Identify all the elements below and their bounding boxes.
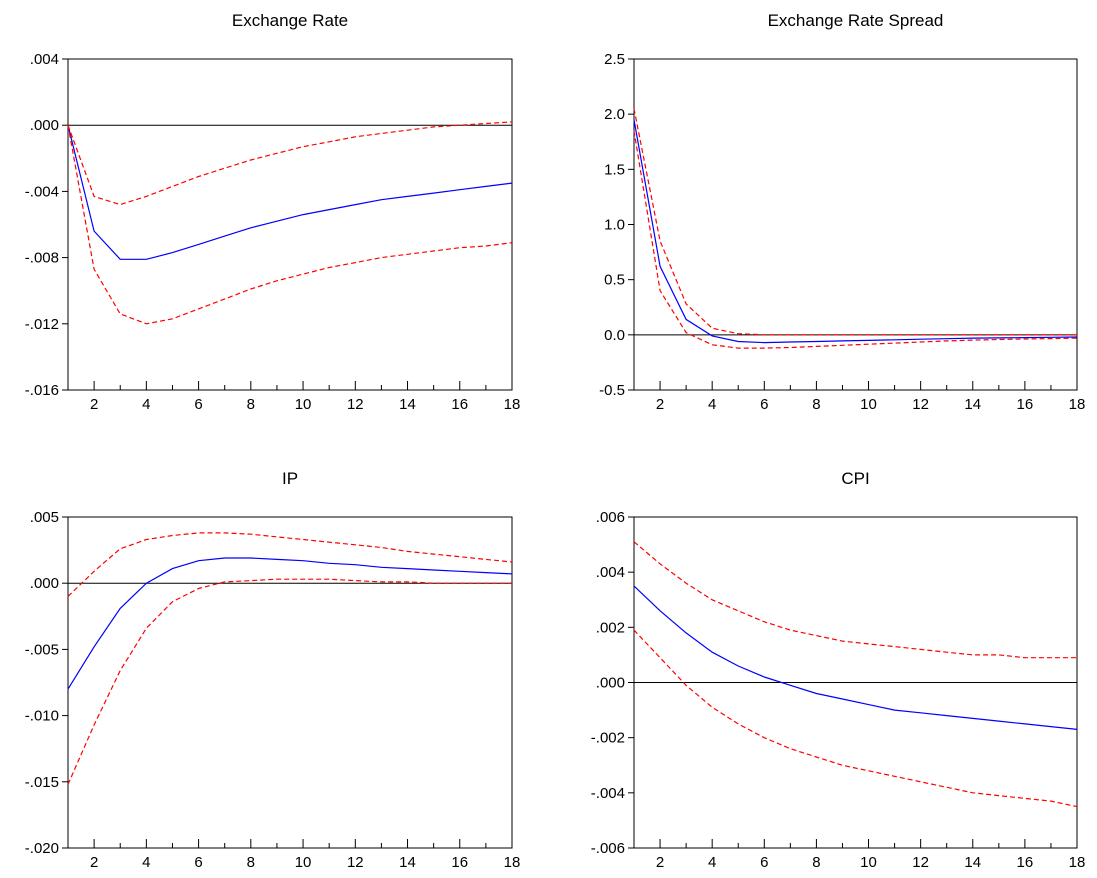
y-tick-label: .000 [30, 575, 59, 592]
x-tick-label: 2 [90, 854, 98, 871]
y-tick-label: -.016 [25, 382, 59, 399]
chart-panel-4: CPI .006 .004 .002 .000 -.002 -.004 -.006 2 4 6 8 10… [591, 469, 1086, 871]
confidence-band-lower [67, 125, 513, 325]
y-tick-label: -0.5 [599, 382, 625, 399]
x-tick-label: 18 [1069, 854, 1086, 871]
y-tick-label: .002 [596, 619, 625, 636]
y-tick-label: 1.5 [604, 161, 625, 178]
confidence-band-upper [633, 108, 1077, 336]
x-tick-label: 16 [1017, 396, 1034, 413]
y-tick-label: 2.0 [604, 106, 625, 123]
chart-title: Exchange Rate [232, 11, 348, 30]
confidence-band-upper [67, 532, 513, 597]
y-tick-label: .004 [30, 51, 59, 68]
x-tick-label: 8 [812, 396, 820, 413]
chart-panel-1: Exchange Rate .004 .000 -.004 -.008 -.012 -.01… [25, 11, 521, 413]
x-tick-label: 6 [760, 854, 768, 871]
x-tick-label: 16 [1017, 854, 1034, 871]
response-line [67, 125, 513, 260]
x-tick-label: 14 [399, 396, 416, 413]
x-tick-label: 2 [656, 396, 664, 413]
chart-title: IP [282, 469, 298, 488]
confidence-band-lower [67, 578, 512, 785]
x-tick-label: 4 [708, 396, 716, 413]
confidence-band-lower [633, 130, 1078, 349]
response-line [633, 119, 1078, 344]
plot-frame [67, 58, 513, 391]
response-line [633, 585, 1078, 730]
x-tick-label: 6 [194, 396, 202, 413]
y-tick-label: 0.5 [604, 272, 625, 289]
x-tick-label: 16 [451, 396, 468, 413]
x-tick-label: 2 [656, 854, 664, 871]
x-tick-label: 14 [964, 396, 981, 413]
chart-title: Exchange Rate Spread [768, 11, 944, 30]
y-tick-label: .006 [596, 509, 625, 526]
x-tick-label: 6 [194, 854, 202, 871]
x-tick-label: 10 [860, 396, 877, 413]
y-tick-label: -.004 [25, 183, 59, 200]
confidence-band-upper [633, 541, 1077, 659]
x-tick-label: 12 [347, 396, 364, 413]
y-tick-label: .005 [30, 509, 59, 526]
y-tick-label: 2.5 [604, 51, 625, 68]
x-tick-label: 12 [912, 396, 929, 413]
x-tick-label: 4 [142, 854, 150, 871]
y-tick-label: .004 [596, 564, 625, 581]
x-tick-label: 8 [812, 854, 820, 871]
plot-frame [67, 516, 513, 849]
confidence-band-upper [67, 121, 513, 206]
chart-title: CPI [841, 469, 869, 488]
x-tick-label: 14 [399, 854, 416, 871]
y-tick-label: -.012 [25, 316, 59, 333]
x-tick-label: 10 [295, 854, 312, 871]
x-tick-label: 2 [90, 396, 98, 413]
x-tick-label: 4 [142, 396, 150, 413]
y-tick-label: -.020 [25, 840, 59, 857]
response-line [67, 557, 513, 690]
x-tick-label: 18 [1069, 396, 1086, 413]
x-tick-label: 12 [912, 854, 929, 871]
x-tick-label: 16 [451, 854, 468, 871]
x-tick-label: 12 [347, 854, 364, 871]
chart-panel-3: IP .005 .000 -.005 -.010 -.015 -.020 2 4 6 8 10 12 14… [25, 469, 521, 871]
x-tick-label: 18 [504, 396, 521, 413]
y-tick-label: .000 [596, 675, 625, 692]
x-tick-label: 10 [860, 854, 877, 871]
y-tick-label: .000 [30, 117, 59, 134]
y-tick-label: -.010 [25, 708, 59, 725]
y-tick-label: -.004 [591, 785, 625, 802]
x-tick-label: 8 [247, 396, 255, 413]
x-tick-label: 4 [708, 854, 716, 871]
y-tick-label: -.008 [25, 250, 59, 267]
x-tick-label: 6 [760, 396, 768, 413]
chart-panel-2: Exchange Rate Spread 2.5 2.0 1.5 1.0 0.5 0.0 -0… [599, 11, 1085, 413]
y-tick-label: 0.0 [604, 327, 625, 344]
x-tick-label: 10 [295, 396, 312, 413]
y-tick-label: -.015 [25, 774, 59, 791]
y-tick-label: -.005 [25, 641, 59, 658]
y-tick-label: 1.0 [604, 217, 625, 234]
x-tick-label: 8 [247, 854, 255, 871]
x-tick-label: 14 [964, 854, 981, 871]
y-tick-label: -.002 [591, 730, 625, 747]
confidence-band-lower [633, 629, 1078, 808]
x-tick-label: 18 [504, 854, 521, 871]
y-tick-label: -.006 [591, 840, 625, 857]
